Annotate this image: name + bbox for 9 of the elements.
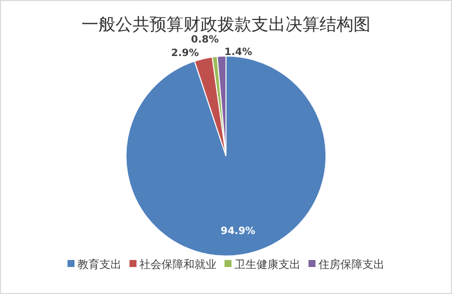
data-label: 1.4% [224,47,252,58]
data-label: 2.9% [171,48,199,59]
chart-title: 一般公共预算财政拨款支出决算结构图 [82,15,370,34]
legend-label: 教育支出 [78,258,122,271]
data-label: 0.8% [191,34,219,46]
legend-label: 社会保障和就业 [140,258,216,271]
data-label: 94.9% [220,226,256,238]
legend-label: 住房保障支出 [318,258,384,271]
legend-label: 卫生健康支出 [234,258,300,271]
